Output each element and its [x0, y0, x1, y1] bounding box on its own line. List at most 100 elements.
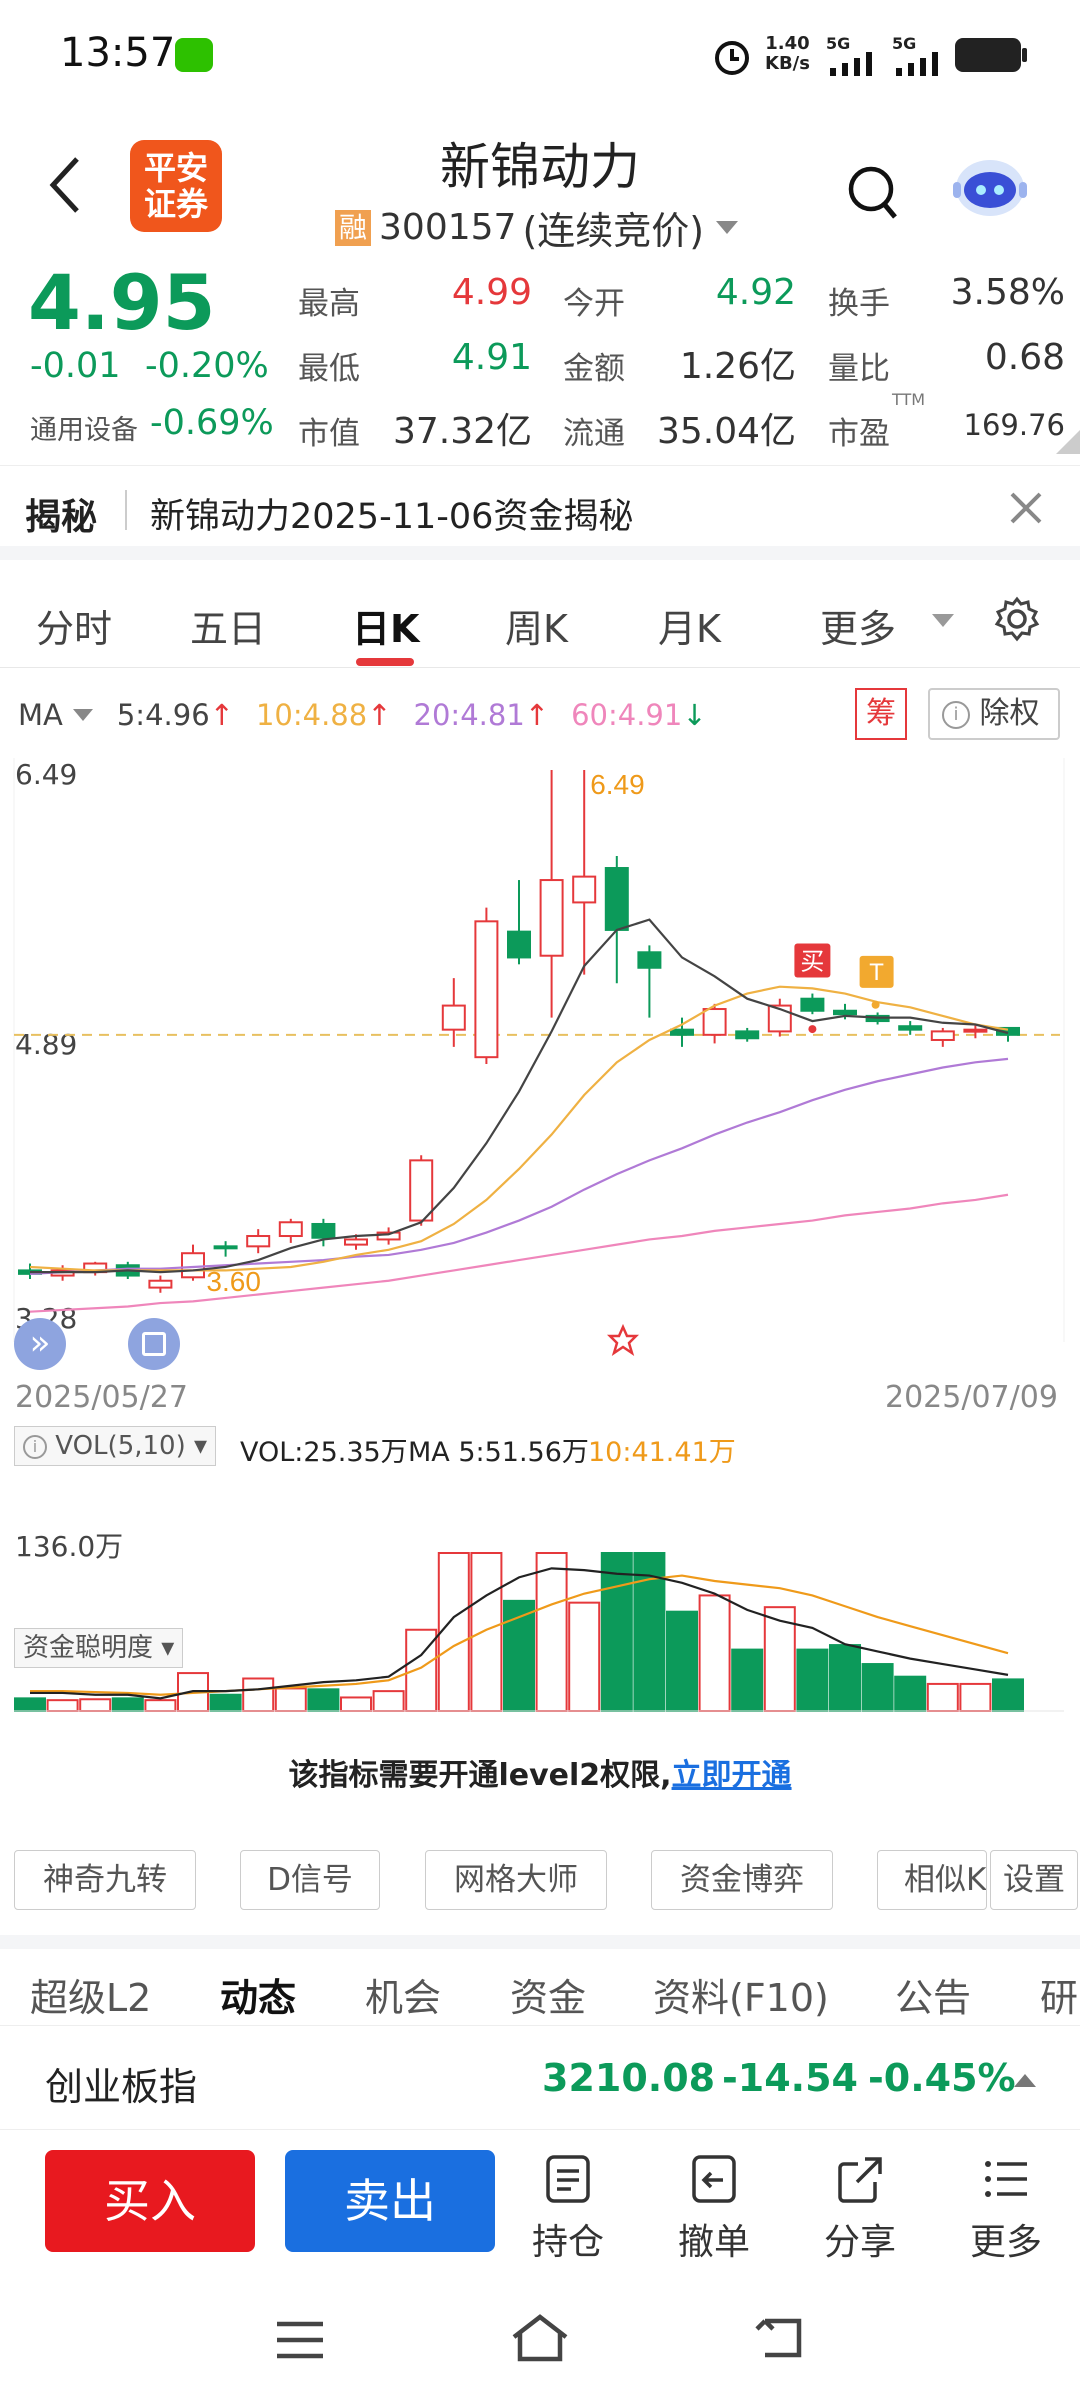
- search-icon[interactable]: [845, 163, 901, 223]
- candle-body: [474, 920, 499, 1059]
- x-axis-start-label: 2025/05/27: [15, 1380, 188, 1415]
- pe-ttm-sup: TTM: [892, 390, 926, 409]
- subtab-capital[interactable]: 资金: [510, 1976, 587, 2020]
- index-pct: -0.45%: [868, 2056, 1016, 2100]
- subtab-news[interactable]: 动态: [220, 1976, 297, 2020]
- subtab-research[interactable]: 研: [1040, 1976, 1079, 2020]
- min-price-annotation: 3.60: [206, 1266, 261, 1297]
- candle-body: [800, 997, 825, 1012]
- alarm-icon: [715, 41, 749, 75]
- tab-more[interactable]: 更多: [820, 607, 897, 651]
- capital-indicator-selector[interactable]: 资金聪明度 ▾: [14, 1628, 184, 1668]
- tool-grid-master[interactable]: 网格大师: [425, 1850, 607, 1910]
- expand-up-icon[interactable]: [1014, 2074, 1036, 2087]
- volume-ma10: 10:41.41万: [588, 1437, 736, 1468]
- close-icon[interactable]: [1006, 488, 1046, 528]
- signal-icon: [830, 52, 872, 76]
- info-icon: i: [942, 700, 970, 729]
- candle-body: [507, 930, 531, 959]
- clock: 13:57: [60, 30, 176, 76]
- index-ticker[interactable]: 创业板指 3210.08 -14.54 -0.45%: [0, 2025, 1080, 2130]
- signal-label-2: 5G: [892, 34, 917, 53]
- subtab-f10[interactable]: 资料(F10): [653, 1976, 829, 2020]
- ma-legend: MA 5:4.96 ↑ 10:4.88 ↑ 20:4.81 ↑ 60:4.91 ↓: [18, 698, 707, 732]
- home-icon[interactable]: [510, 2313, 570, 2363]
- volume-bar: [926, 1682, 959, 1713]
- tool-magic-nine[interactable]: 神奇九转: [14, 1850, 196, 1910]
- subtab-super-l2[interactable]: 超级L2: [30, 1976, 152, 2020]
- pe-value: 169.76: [963, 408, 1065, 442]
- tool-d-signal[interactable]: D信号: [240, 1850, 380, 1910]
- candle-body: [148, 1279, 173, 1289]
- x-axis-end-label: 2025/07/09: [885, 1380, 1058, 1415]
- subtab-announcement[interactable]: 公告: [895, 1976, 972, 2020]
- candle-body: [278, 1221, 303, 1238]
- robot-assistant-icon[interactable]: [950, 150, 1030, 220]
- market-cap-value: 37.32亿: [392, 411, 532, 452]
- buy-button[interactable]: 买入: [45, 2150, 255, 2252]
- ma-dropdown-icon[interactable]: [72, 709, 93, 721]
- volume-bar: [992, 1678, 1024, 1712]
- notice-bar[interactable]: 揭秘 新锦动力2025-11-06资金揭秘: [0, 465, 1080, 560]
- back-icon[interactable]: [45, 155, 85, 215]
- volume-bar: [274, 1687, 307, 1713]
- more-menu-button[interactable]: 更多: [956, 2154, 1056, 2265]
- chip-button[interactable]: 筹: [855, 688, 907, 740]
- settings-gear-icon[interactable]: [994, 596, 1040, 642]
- sell-button[interactable]: 卖出: [285, 2150, 495, 2252]
- fullscreen-icon[interactable]: [128, 1318, 180, 1370]
- index-value: 3210.08: [542, 2056, 716, 2100]
- buy-marker: [794, 943, 831, 978]
- volume-bar: [470, 1552, 503, 1712]
- holdings-button[interactable]: 持仓: [518, 2154, 618, 2265]
- current-price: 4.95: [28, 258, 216, 347]
- open-level2-link[interactable]: 立即开通: [671, 1758, 792, 1793]
- tab-monthly-k[interactable]: 月K: [658, 607, 721, 651]
- volume-bar: [437, 1552, 470, 1712]
- tab-daily-k[interactable]: 日K: [352, 607, 420, 651]
- volume-bar: [144, 1699, 177, 1712]
- volume-chart[interactable]: [0, 1460, 1080, 1760]
- signal-icon: [896, 52, 938, 76]
- tool-settings[interactable]: 设置: [990, 1850, 1078, 1910]
- volume-bar: [111, 1697, 144, 1713]
- tab-weekly-k[interactable]: 周K: [505, 607, 568, 651]
- cancel-order-button[interactable]: 撤单: [664, 2154, 764, 2265]
- trading-status: (连续竞价): [522, 209, 705, 253]
- tab-five-day[interactable]: 五日: [190, 607, 267, 651]
- expand-left-icon[interactable]: »: [14, 1318, 66, 1370]
- subtab-opportunity[interactable]: 机会: [365, 1976, 442, 2020]
- stock-header: 平安 证券 新锦动力 融 300157 (连续竞价): [0, 115, 1080, 255]
- candle-body: [702, 1008, 727, 1036]
- sector-pct: -0.69%: [150, 403, 274, 443]
- ex-rights-button[interactable]: i 除权: [928, 688, 1060, 740]
- volume-bar: [340, 1696, 372, 1712]
- sector-name[interactable]: 通用设备: [30, 415, 138, 446]
- notice-tag: 揭秘: [25, 497, 98, 538]
- strategy-tools: 神奇九转 D信号 网格大师 资金博弈 相似K 设置: [0, 1850, 1080, 1920]
- ma10-line: [29, 985, 1009, 1272]
- t-dot: [871, 1000, 880, 1009]
- index-change: -14.54: [722, 2056, 858, 2100]
- notice-text[interactable]: 新锦动力2025-11-06资金揭秘: [150, 497, 634, 537]
- ma-label[interactable]: MA: [18, 698, 63, 732]
- candle-body: [213, 1245, 238, 1250]
- nav-back-icon[interactable]: [755, 2315, 807, 2361]
- stock-code-row[interactable]: 融 300157 (连续竞价): [335, 200, 739, 255]
- candlestick-chart[interactable]: 6.49 3.60 买 T: [0, 670, 1080, 1430]
- volume-indicator-selector[interactable]: i VOL(5,10) ▾: [14, 1426, 217, 1466]
- kline-chart-area[interactable]: MA 5:4.96 ↑ 10:4.88 ↑ 20:4.81 ↑ 60:4.91 ↓ 筹 …: [0, 670, 1080, 1820]
- tab-intraday[interactable]: 分时: [36, 607, 113, 651]
- candle-body: [409, 1159, 434, 1222]
- tool-capital-game[interactable]: 资金博弈: [651, 1850, 833, 1910]
- candle-body: [604, 867, 629, 931]
- volume-bar: [894, 1675, 927, 1712]
- volume-bar: [568, 1601, 601, 1713]
- share-button[interactable]: 分享: [810, 2154, 910, 2265]
- tool-similar-k[interactable]: 相似K: [877, 1850, 987, 1910]
- volume-bar: [731, 1648, 764, 1712]
- menu-icon[interactable]: [275, 2320, 325, 2360]
- volume-bar: [959, 1682, 992, 1713]
- active-tab-indicator: [356, 658, 414, 666]
- share-icon: [838, 2157, 882, 2203]
